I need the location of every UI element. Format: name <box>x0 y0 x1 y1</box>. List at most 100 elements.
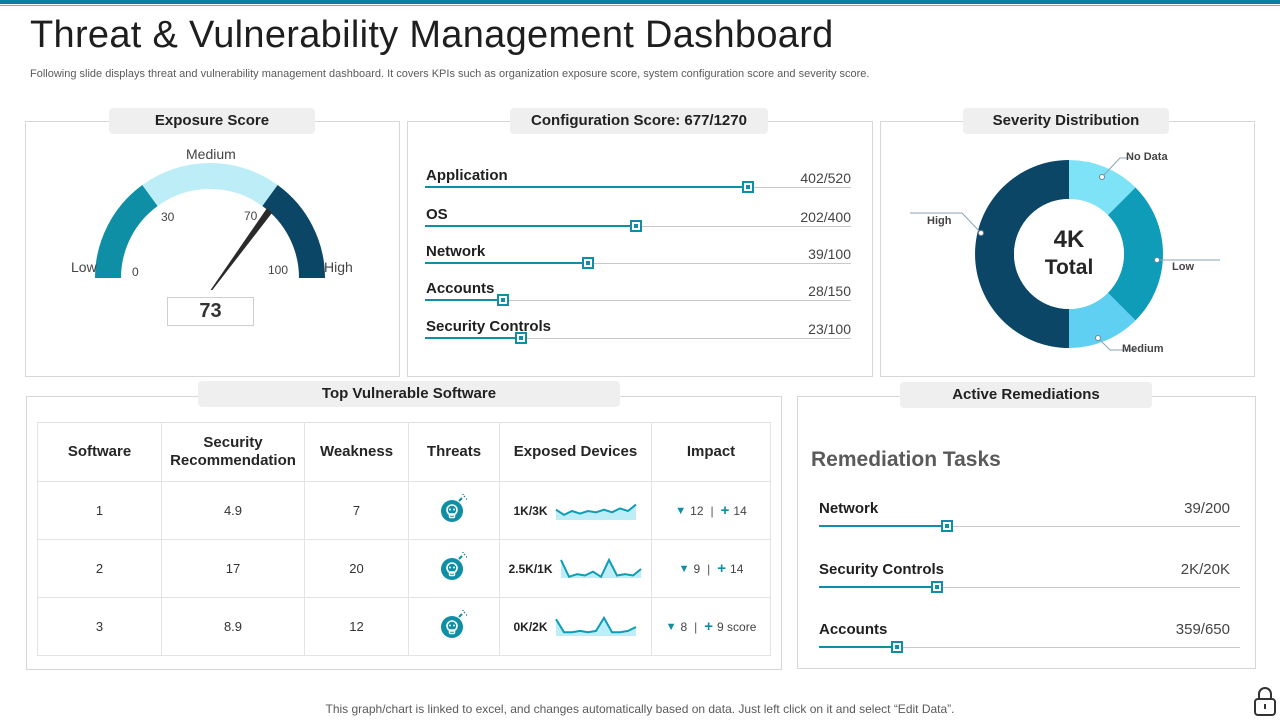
cell-impact: ▼ 8 | + 9 score <box>651 597 771 656</box>
impact-separator: | <box>694 619 698 634</box>
config-row-fill <box>425 186 748 188</box>
column-header-impact: Impact <box>651 422 771 482</box>
sparkline-line <box>554 615 636 633</box>
exposure-score-heading: Exposure Score <box>109 108 315 134</box>
severity-distribution-heading: Severity Distribution <box>963 108 1169 134</box>
exposed-devices-value: 2.5K/1K <box>508 561 553 576</box>
cell-impact: ▼ 12 | + 14 <box>651 481 771 540</box>
sparkline-line <box>559 557 642 578</box>
impact-separator: | <box>710 503 714 518</box>
footer-note: This graph/chart is linked to excel, and… <box>325 702 955 716</box>
config-row-value: 28/150 <box>808 283 851 299</box>
cell-weakness: 20 <box>304 539 409 598</box>
cell-exposed-devices: 1K/3K <box>499 481 652 540</box>
impact-up-value: 9 score <box>717 619 757 634</box>
config-row-slider-handle[interactable] <box>515 332 527 344</box>
donut-segment-no-data <box>1069 160 1136 216</box>
config-row-label: Accounts <box>426 280 495 297</box>
gauge-tick-0: 0 <box>132 265 139 279</box>
config-row-slider-handle[interactable] <box>582 257 594 269</box>
remediation-row-track <box>819 587 1240 588</box>
cell-software: 2 <box>37 539 162 598</box>
impact-down-value: 8 <box>680 619 688 634</box>
severity-label-low: Low <box>1172 261 1194 273</box>
severity-donut-chart <box>910 157 1220 351</box>
config-row-label: Security Controls <box>426 318 552 335</box>
config-row-slider-handle[interactable] <box>630 220 642 232</box>
impact-plus-icon: + <box>704 618 714 635</box>
leader-dot-high <box>978 230 984 236</box>
table-header-row: Software Security Recommendation Weaknes… <box>37 422 771 482</box>
remediation-row-value: 2K/20K <box>1180 561 1230 578</box>
gauge-tick-70: 70 <box>244 209 258 223</box>
cell-weakness: 7 <box>304 481 409 540</box>
remediation-row-label: Network <box>819 500 879 517</box>
sparkline-area <box>555 504 636 520</box>
exposed-devices-value: 1K/3K <box>513 503 548 518</box>
cell-software: 3 <box>37 597 162 656</box>
remediation-row-fill <box>819 525 947 527</box>
cell-threats <box>408 597 500 656</box>
cell-impact: ▼ 9 | + 14 <box>651 539 771 598</box>
donut-leaders <box>910 157 1220 351</box>
gauge-tick-30: 30 <box>161 210 175 224</box>
cell-exposed-devices: 0K/2K <box>499 597 652 656</box>
top-accent-bar <box>0 0 1280 4</box>
exposed-devices-sparkline <box>554 503 637 520</box>
cell-threats <box>408 481 500 540</box>
remediation-row-slider-handle[interactable] <box>931 581 943 593</box>
cell-security-recommendation: 4.9 <box>161 481 305 540</box>
table-row: 2 17 20 2.5K/1K <box>37 539 771 598</box>
bomb-threat-icon <box>441 610 467 638</box>
exposed-devices-sparkline <box>554 615 636 636</box>
exposed-devices-sparkline <box>559 557 642 578</box>
cell-security-recommendation: 8.9 <box>161 597 305 656</box>
donut-center-value: 4K <box>1053 226 1085 253</box>
config-row-fill <box>425 337 521 339</box>
gauge-low-segment <box>95 184 158 279</box>
page-subtitle: Following slide displays threat and vuln… <box>30 68 870 80</box>
config-row-fill <box>425 225 636 227</box>
config-row-track <box>425 300 851 301</box>
cell-security-recommendation: 17 <box>161 539 305 598</box>
column-header-security-recommendation: Security Recommendation <box>161 422 305 482</box>
impact-down-arrow-icon: ▼ <box>678 562 690 575</box>
remediation-row-slider-handle[interactable] <box>891 641 903 653</box>
gauge-medium-segment <box>142 162 278 207</box>
donut-segment-medium <box>1069 292 1136 348</box>
cell-threats <box>408 539 500 598</box>
active-remediations-heading: Active Remediations <box>900 382 1152 408</box>
table-row: 3 8.9 12 0K/2K <box>37 597 771 656</box>
remediation-row-fill <box>819 586 937 588</box>
remediation-row-value: 359/650 <box>1175 621 1230 638</box>
active-remediations-panel <box>797 396 1256 669</box>
config-row-track <box>425 263 851 264</box>
impact-plus-icon: + <box>720 502 730 519</box>
config-row-slider-handle[interactable] <box>742 181 754 193</box>
config-row-value: 39/100 <box>808 246 851 262</box>
config-row-slider-handle[interactable] <box>497 294 509 306</box>
config-row-track <box>425 338 851 339</box>
impact-down-value: 12 <box>690 503 704 518</box>
exposure-gauge <box>95 162 325 290</box>
impact-down-arrow-icon: ▼ <box>665 620 677 633</box>
impact-down-value: 9 <box>693 561 701 576</box>
gauge-label-high: High <box>324 259 353 275</box>
configuration-score-panel <box>407 121 873 377</box>
sparkline-line <box>554 503 637 516</box>
configuration-score-heading: Configuration Score: 677/1270 <box>510 108 768 134</box>
gauge-high-segment <box>262 184 325 279</box>
config-row-label: Application <box>426 167 508 184</box>
donut-center-label: Total <box>1044 256 1094 279</box>
severity-label-high: High <box>927 215 952 227</box>
config-row-fill <box>425 262 588 264</box>
remediation-row-slider-handle[interactable] <box>941 520 953 532</box>
remediation-row-track <box>819 526 1240 527</box>
column-header-threats: Threats <box>408 422 500 482</box>
sparkline-area <box>555 617 636 636</box>
table-row: 1 4.9 7 1K/3K <box>37 481 771 540</box>
severity-label-no-data: No Data <box>1126 151 1168 163</box>
cell-exposed-devices: 2.5K/1K <box>499 539 652 598</box>
page-title: Threat & Vulnerability Management Dashbo… <box>30 14 834 56</box>
config-row-value: 402/520 <box>800 170 851 186</box>
